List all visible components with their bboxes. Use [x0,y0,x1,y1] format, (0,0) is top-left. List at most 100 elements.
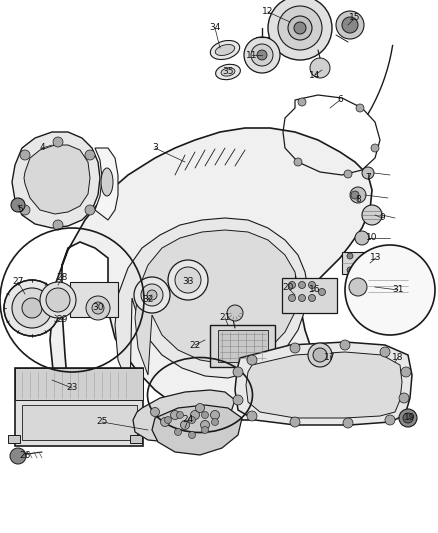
Circle shape [313,348,327,362]
Circle shape [367,253,373,259]
Circle shape [86,296,110,320]
Circle shape [53,137,63,147]
Circle shape [46,288,70,312]
Circle shape [247,411,257,421]
Ellipse shape [68,283,108,313]
Circle shape [211,410,219,419]
Polygon shape [50,128,372,430]
Bar [282,278,337,313]
Circle shape [294,22,306,34]
Circle shape [399,393,409,403]
Circle shape [85,205,95,215]
Circle shape [367,267,373,273]
Ellipse shape [215,64,240,80]
Circle shape [294,158,302,166]
Circle shape [212,418,219,425]
Circle shape [191,410,199,419]
Text: 5: 5 [17,206,23,214]
Circle shape [298,98,306,106]
Circle shape [22,298,42,318]
Circle shape [350,187,366,203]
Circle shape [380,347,390,357]
Text: 8: 8 [355,196,361,205]
Circle shape [201,426,208,433]
Text: 28: 28 [57,273,68,282]
Circle shape [355,231,369,245]
Circle shape [170,410,180,419]
Circle shape [268,0,332,60]
Bar [358,278,410,296]
Circle shape [401,367,411,377]
Circle shape [227,305,243,321]
Text: 9: 9 [379,214,385,222]
Bar [70,282,118,317]
Circle shape [201,411,208,418]
Circle shape [168,260,208,300]
Polygon shape [246,352,402,418]
Bar [15,368,143,400]
Polygon shape [24,145,90,214]
Bar [22,405,137,440]
Circle shape [308,295,315,302]
Circle shape [195,403,205,413]
Text: 15: 15 [349,13,361,22]
Bar [342,252,387,274]
Text: 16: 16 [309,286,321,295]
Circle shape [85,150,95,160]
Circle shape [349,278,367,296]
Circle shape [151,408,159,416]
Circle shape [177,411,184,418]
Circle shape [403,413,413,423]
Circle shape [347,267,353,273]
Circle shape [290,417,300,427]
Circle shape [308,281,315,288]
Polygon shape [133,390,235,442]
Circle shape [356,104,364,112]
Text: 26: 26 [19,450,31,459]
Text: 35: 35 [222,68,234,77]
Circle shape [4,280,60,336]
Circle shape [141,284,163,306]
Circle shape [160,417,170,426]
Circle shape [340,340,350,350]
Text: 10: 10 [366,233,378,243]
Ellipse shape [74,288,102,308]
Circle shape [188,432,195,439]
Text: 7: 7 [365,174,371,182]
Circle shape [147,290,157,300]
Text: 21: 21 [219,313,231,322]
Circle shape [290,343,300,353]
Circle shape [308,343,332,367]
Circle shape [278,6,322,50]
Circle shape [385,415,395,425]
Circle shape [175,267,201,293]
Text: 30: 30 [92,303,104,312]
Circle shape [20,205,30,215]
Text: 20: 20 [283,284,294,293]
Ellipse shape [215,45,235,55]
Circle shape [20,150,30,160]
Circle shape [201,421,209,430]
Circle shape [399,409,417,427]
Circle shape [351,191,359,199]
Circle shape [344,170,352,178]
Circle shape [371,144,379,152]
Circle shape [289,295,296,302]
Text: 22: 22 [189,341,201,350]
Polygon shape [152,405,242,455]
Circle shape [11,198,25,212]
Circle shape [233,367,243,377]
Circle shape [247,355,257,365]
Text: 11: 11 [246,51,258,60]
Bar [130,435,142,443]
Text: 33: 33 [182,278,194,287]
Circle shape [299,281,305,288]
Circle shape [336,11,364,39]
Circle shape [40,282,76,318]
Circle shape [180,421,190,430]
Text: 24: 24 [182,416,194,424]
Circle shape [92,302,104,314]
Circle shape [134,277,170,313]
Polygon shape [12,132,100,228]
Text: 31: 31 [392,286,404,295]
